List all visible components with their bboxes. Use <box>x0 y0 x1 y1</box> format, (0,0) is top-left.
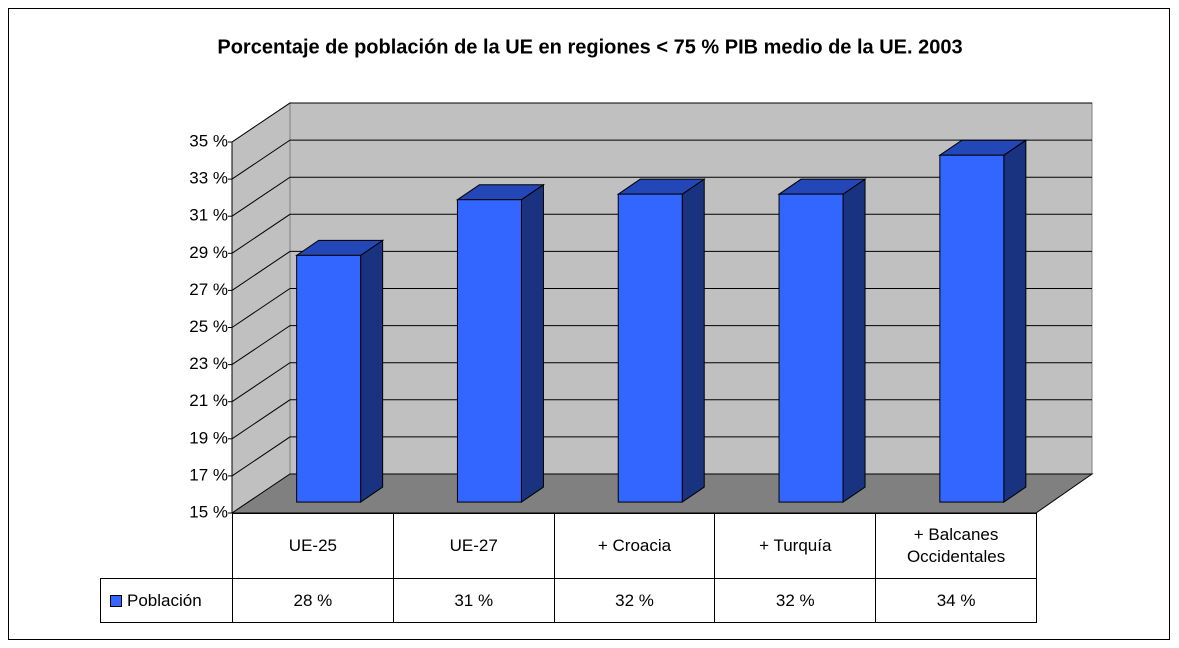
y-tick-label: 33 % <box>189 169 228 188</box>
category-cell: + Balcanes Occidentales <box>875 513 1037 579</box>
legend-cell: Población <box>100 578 233 623</box>
bar <box>456 199 522 503</box>
y-tick-label: 21 % <box>189 391 228 410</box>
grid-line <box>231 102 1092 143</box>
y-tick-label: 19 % <box>189 428 228 447</box>
y-tick-label: 31 % <box>189 206 228 225</box>
value-cell: 32 % <box>714 578 877 623</box>
bar <box>617 193 683 503</box>
bar <box>939 154 1005 503</box>
value-cell: 28 % <box>232 578 394 623</box>
legend-key <box>110 594 122 607</box>
y-tick-label: 17 % <box>189 465 228 484</box>
value-cell: 34 % <box>875 578 1037 623</box>
legend-label: Población <box>127 590 202 610</box>
category-cell: + Turquía <box>714 513 877 579</box>
category-cell: UE-27 <box>392 513 555 579</box>
bar <box>296 254 362 503</box>
y-tick-label: 25 % <box>189 317 228 336</box>
value-cell: 32 % <box>553 578 716 623</box>
bar-side <box>360 239 384 504</box>
category-cell: + Croacia <box>553 513 716 579</box>
y-tick-label: 27 % <box>189 280 228 299</box>
y-tick-label: 35 % <box>189 131 228 150</box>
bar <box>778 193 844 503</box>
bar-side <box>1003 139 1027 504</box>
bar-side <box>681 178 705 504</box>
bar-side <box>842 178 866 504</box>
category-cell: UE-25 <box>232 513 394 579</box>
grid-line <box>231 139 1092 180</box>
y-tick-label: 23 % <box>189 354 228 373</box>
y-tick-label: 29 % <box>189 243 228 262</box>
chart-title: Porcentaje de población de la UE en regi… <box>217 36 962 58</box>
y-tick-label: 15 % <box>189 502 228 521</box>
grid-line <box>231 176 1092 217</box>
value-cell: 31 % <box>392 578 555 623</box>
bar-side <box>520 183 544 504</box>
